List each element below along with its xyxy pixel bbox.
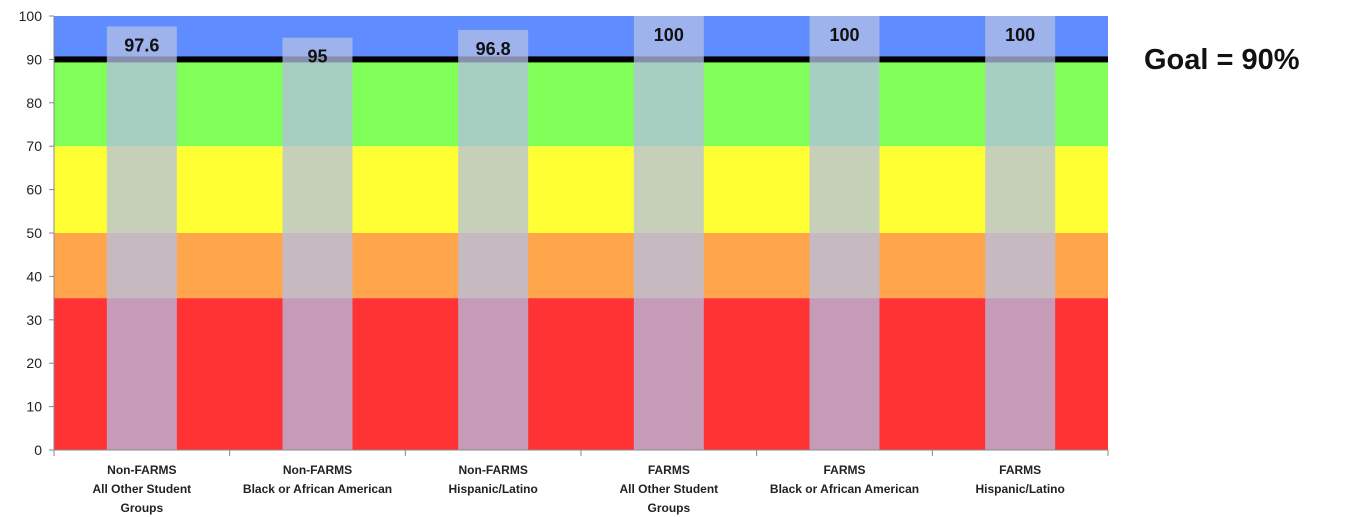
- data-label-3: 100: [654, 25, 684, 45]
- data-labels: 97.6 95 96.8 100 100 100: [124, 25, 1035, 67]
- x-tick-label-line: Groups: [120, 501, 163, 515]
- x-tick-label-4: FARMS Black or African American: [770, 463, 919, 496]
- y-tick-label-10: 100: [19, 8, 43, 24]
- bar-5: [985, 16, 1056, 450]
- y-tick-label-2: 20: [26, 355, 42, 371]
- goal-label: Goal = 90%: [1144, 44, 1300, 76]
- background-bands: [54, 16, 1108, 450]
- y-tick-label-1: 10: [26, 399, 42, 415]
- bar-1: [282, 37, 353, 450]
- band-1: [54, 233, 1108, 299]
- x-tick-label-3: FARMS All Other Student Groups: [619, 463, 718, 515]
- x-tick-label-line: Non-FARMS: [459, 463, 528, 477]
- x-tick-label-line: Non-FARMS: [107, 463, 176, 477]
- x-tick-label-line: All Other Student: [619, 482, 718, 496]
- data-label-0: 97.6: [124, 35, 159, 55]
- x-tick-label-line: Hispanic/Latino: [975, 482, 1064, 496]
- y-tick-label-4: 40: [26, 268, 42, 284]
- data-label-2: 96.8: [476, 39, 511, 59]
- y-tick-label-5: 50: [26, 225, 42, 241]
- y-tick-label-6: 60: [26, 182, 42, 198]
- data-label-5: 100: [1005, 25, 1035, 45]
- goal-line-group: [54, 56, 1108, 63]
- y-tick-label-0: 0: [34, 442, 42, 458]
- band-0: [54, 298, 1108, 450]
- x-tick-label-line: FARMS: [824, 463, 866, 477]
- x-tick-label-line: All Other Student: [92, 482, 191, 496]
- y-tick-label-8: 80: [26, 95, 42, 111]
- x-tick-label-line: Non-FARMS: [283, 463, 352, 477]
- band-4: [54, 16, 1108, 60]
- band-2: [54, 146, 1108, 233]
- x-tick-label-2: Non-FARMS Hispanic/Latino: [448, 463, 537, 496]
- data-label-1: 95: [307, 47, 327, 67]
- x-tick-label-5: FARMS Hispanic/Latino: [975, 463, 1064, 496]
- bar-0: [106, 26, 177, 450]
- x-tick-label-line: Hispanic/Latino: [448, 482, 537, 496]
- bar-3: [633, 16, 704, 450]
- x-tick-label-0: Non-FARMS All Other Student Groups: [92, 463, 191, 515]
- x-tick-labels: Non-FARMS All Other Student GroupsNon-FARM…: [92, 463, 1064, 515]
- band-3: [54, 59, 1108, 147]
- y-tick-label-3: 30: [26, 312, 42, 328]
- x-tick-label-line: Groups: [647, 501, 690, 515]
- x-tick-label-line: Black or African American: [243, 482, 392, 496]
- x-tick-label-line: Black or African American: [770, 482, 919, 496]
- goal-line: [54, 56, 1108, 63]
- y-tick-label-7: 70: [26, 138, 42, 154]
- bars: [106, 16, 1056, 450]
- axes: [49, 15, 1109, 456]
- x-tick-label-line: FARMS: [999, 463, 1041, 477]
- bar-4: [809, 16, 880, 450]
- y-tick-label-9: 90: [26, 51, 42, 67]
- x-tick-label-line: FARMS: [648, 463, 690, 477]
- y-tick-labels: 0 10 20 30 40 50 60 70 80 90 100: [19, 8, 43, 458]
- x-tick-label-1: Non-FARMS Black or African American: [243, 463, 392, 496]
- data-label-4: 100: [829, 25, 859, 45]
- bar-2: [458, 29, 529, 450]
